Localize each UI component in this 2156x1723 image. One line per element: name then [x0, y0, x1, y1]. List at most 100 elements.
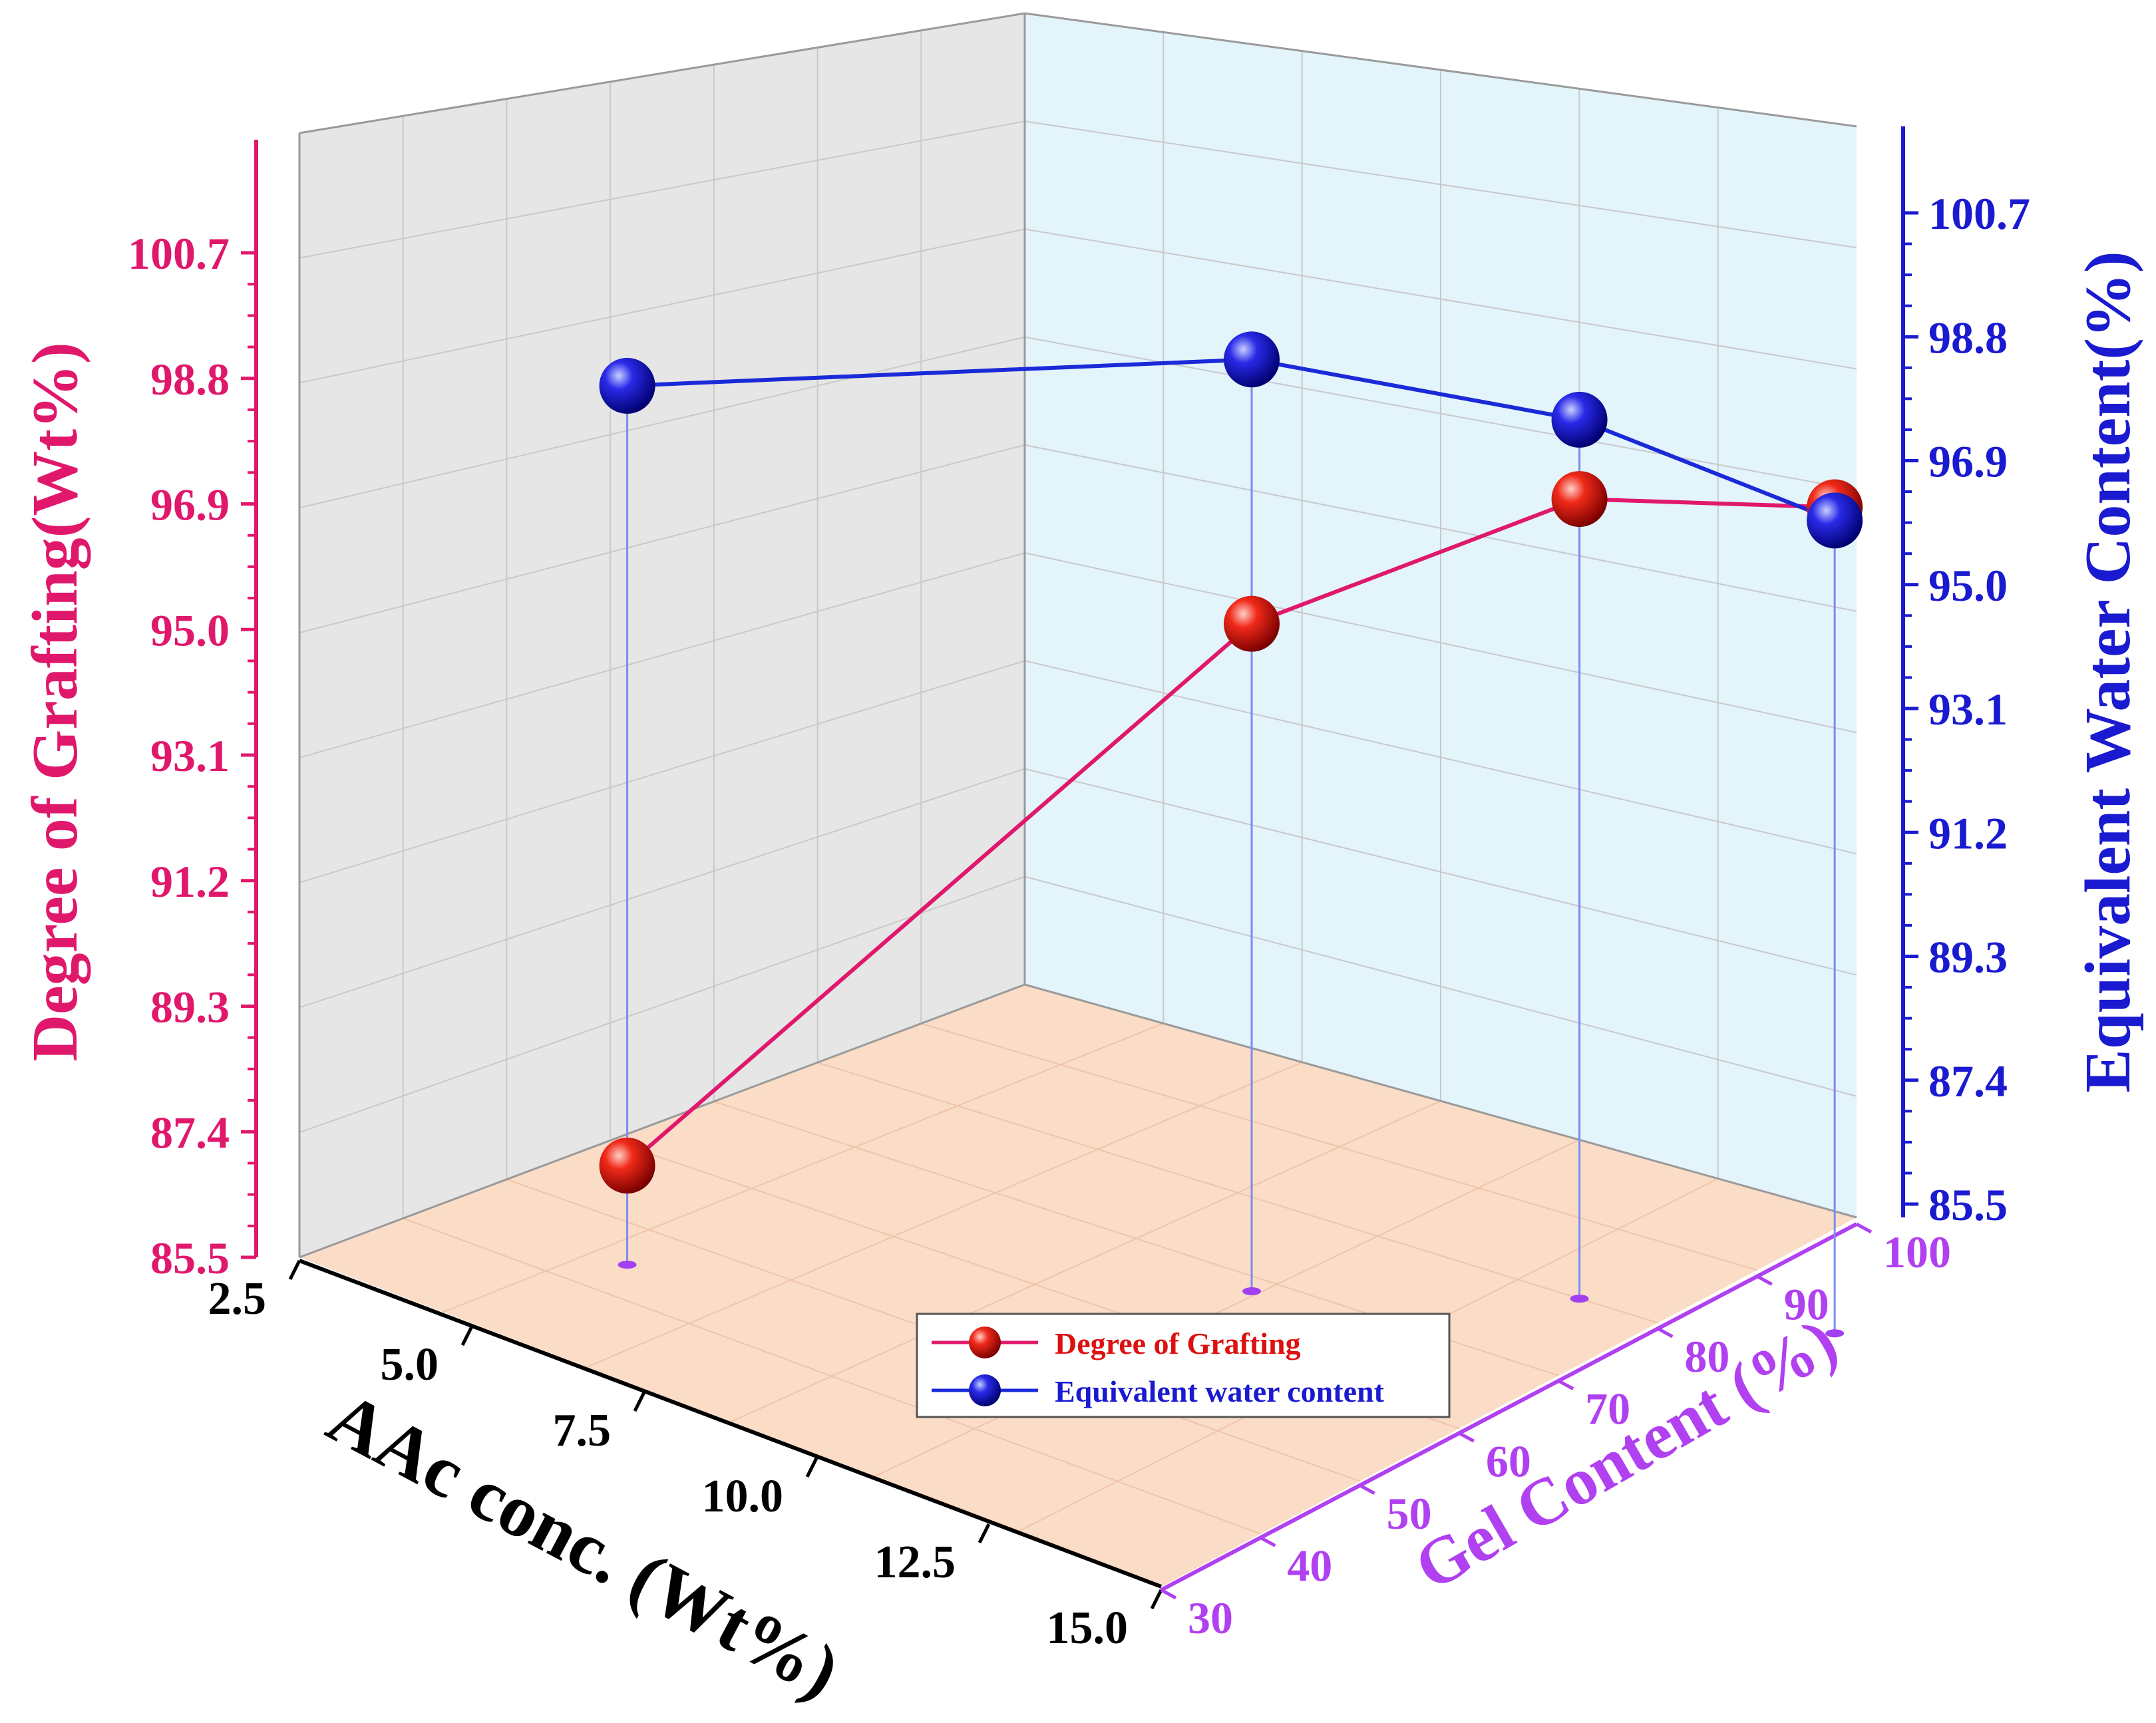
- x-tick-mark: [1150, 1589, 1163, 1610]
- grid-line: [299, 660, 1025, 883]
- wall-edge: [1024, 983, 1857, 1219]
- grid-line: [299, 444, 1025, 634]
- x-tick-mark: [460, 1325, 474, 1346]
- grid-line: [873, 1139, 1580, 1478]
- series-line-0: [626, 497, 1835, 1168]
- legend-marker-water: [969, 1374, 1001, 1406]
- series-markers: [599, 331, 1863, 1194]
- series-marker-1: [599, 357, 655, 414]
- depth-tick-mark: [1359, 1484, 1375, 1495]
- grid-line: [1024, 660, 1857, 855]
- series-marker-0: [1551, 471, 1608, 528]
- depth-tick-label: 40: [1287, 1540, 1332, 1591]
- series-line-1: [627, 357, 1836, 523]
- series-lines: [626, 357, 1836, 1168]
- grid-line: [586, 1061, 1303, 1368]
- right-y-tick-label: 95.0: [1928, 560, 2008, 611]
- grid-line: [299, 336, 1025, 509]
- depth-tick-mark: [1756, 1275, 1773, 1286]
- depth-tick-mark: [1160, 1588, 1177, 1600]
- x-tick-mark: [805, 1457, 818, 1478]
- depth-axis-line: [1160, 1222, 1858, 1592]
- grid-line: [1024, 444, 1857, 612]
- grid-line: [299, 228, 1025, 384]
- x-axis-line: [298, 1259, 1163, 1589]
- left-y-tick-label: 93.1: [150, 730, 230, 781]
- series-marker-1: [1224, 331, 1280, 388]
- x-axis-ticks: 2.5 5.0 7.5 10.0 12.5 15.0: [208, 1259, 1163, 1654]
- depth-axis-ticks: 30 40 50 60 70 80 90 100: [1160, 1222, 1951, 1643]
- depth-tick-label: 70: [1585, 1384, 1630, 1434]
- grid-line: [299, 552, 1025, 758]
- depth-tick-mark: [1657, 1327, 1674, 1338]
- right-y-tick-label: 85.5: [1928, 1179, 2008, 1230]
- drop-foot: [1825, 1329, 1845, 1338]
- drop-foot: [1242, 1287, 1261, 1295]
- drop-lines: [618, 359, 1845, 1338]
- right-y-tick-label: 96.9: [1928, 436, 2008, 487]
- right-y-tick-label: 89.3: [1928, 932, 2008, 983]
- legend-box: [916, 1313, 1451, 1418]
- left-y-tick-label: 89.3: [150, 982, 230, 1032]
- depth-tick-mark: [1855, 1222, 1873, 1234]
- grid-line: [299, 875, 1025, 1134]
- depth-tick-label: 50: [1387, 1488, 1432, 1539]
- depth-tick-mark: [1458, 1432, 1475, 1443]
- grid-line: [443, 1022, 1164, 1313]
- drop-foot: [1570, 1295, 1589, 1303]
- wall-edge: [299, 983, 1025, 1259]
- depth-tick-mark: [1260, 1536, 1276, 1547]
- x-tick-label: 10.0: [702, 1471, 784, 1522]
- back-wall: [299, 13, 1025, 1257]
- wall-edge: [299, 12, 1025, 134]
- x-tick-label: 5.0: [381, 1339, 439, 1390]
- grid-line: [403, 1217, 1261, 1535]
- x-tick-mark: [978, 1523, 991, 1544]
- left-y-tick-label: 91.2: [150, 856, 230, 907]
- left-y-axis-title: Degree of Grafting(Wt%): [19, 342, 91, 1061]
- legend-label-grafting: Degree of Grafting: [1055, 1327, 1301, 1360]
- floor: [299, 985, 1857, 1587]
- x-tick-label: 7.5: [553, 1405, 612, 1456]
- series-marker-1: [1551, 391, 1608, 448]
- left-y-tick-label: 96.9: [150, 480, 230, 530]
- x-tick-mark: [633, 1391, 646, 1412]
- wall-edge: [1024, 12, 1857, 128]
- x-tick-label: 12.5: [874, 1537, 956, 1588]
- series-marker-1: [1807, 492, 1863, 549]
- drop-foot: [618, 1261, 637, 1269]
- grid-line: [1024, 120, 1857, 249]
- series-marker-0: [599, 1138, 655, 1194]
- grid-line: [730, 1100, 1441, 1423]
- left-y-tick-label: 85.5: [150, 1233, 230, 1283]
- series-marker-0: [1224, 595, 1280, 652]
- left-y-tick-label: 98.8: [150, 354, 230, 404]
- depth-tick-label: 80: [1684, 1331, 1729, 1382]
- x-tick-label: 2.5: [208, 1273, 267, 1325]
- right-y-axis-title: Equivalent Water Content(%): [2072, 251, 2144, 1093]
- right-y-tick-label: 98.8: [1928, 312, 2008, 363]
- right-y-tick-label: 87.4: [1928, 1056, 2008, 1106]
- grid-line: [1024, 228, 1857, 370]
- grid-line: [921, 1022, 1757, 1271]
- depth-tick-label: 60: [1486, 1436, 1531, 1486]
- grid-line: [1024, 875, 1857, 1097]
- left-y-tick-label: 100.7: [128, 228, 230, 279]
- grid-line: [1024, 768, 1857, 976]
- right-y-tick-label: 91.2: [1928, 808, 2008, 858]
- depth-tick-mark: [1557, 1379, 1574, 1390]
- legend-marker-grafting: [969, 1327, 1001, 1358]
- depth-tick-label: 90: [1784, 1279, 1829, 1330]
- left-y-tick-label: 87.4: [150, 1107, 230, 1158]
- x-tick-mark: [288, 1259, 301, 1281]
- legend: Degree of Grafting Equivalent water cont…: [916, 1313, 1451, 1418]
- depth-tick-label: 30: [1188, 1593, 1233, 1643]
- grid-line: [817, 1062, 1658, 1324]
- depth-tick-label: 100: [1883, 1227, 1951, 1277]
- grid-line: [1024, 552, 1857, 734]
- right-y-tick-label: 100.7: [1928, 188, 2030, 239]
- right-y-tick-label: 93.1: [1928, 684, 2008, 734]
- right-y-axis-ticks: 85.5 87.4 89.3 91.2 93.1 95.0 96.9 98.8 100.7: [1903, 188, 2030, 1230]
- left-y-tick-label: 95.0: [150, 605, 230, 655]
